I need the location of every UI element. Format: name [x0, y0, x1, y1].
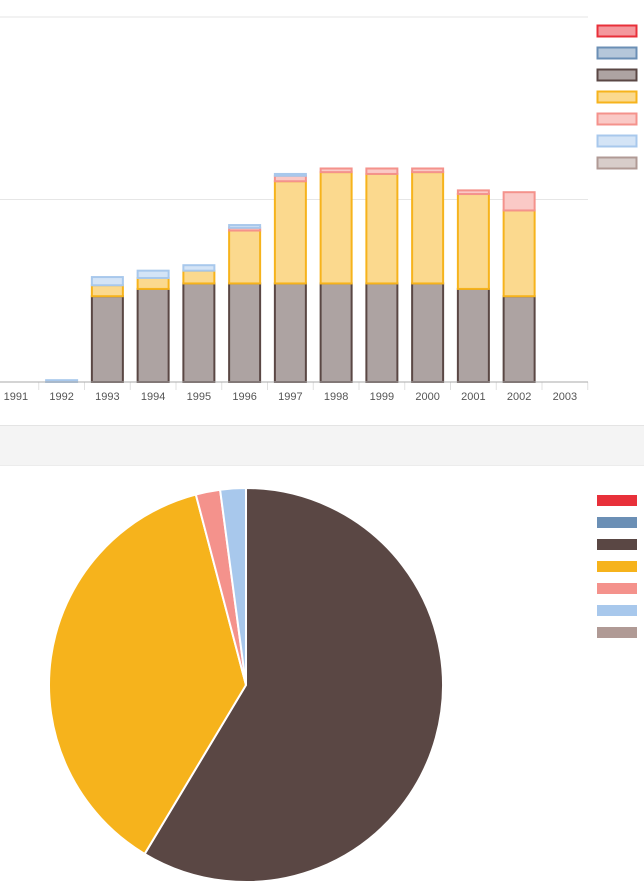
- legend-swatch[interactable]: [597, 517, 637, 528]
- legend-swatch[interactable]: [596, 134, 638, 148]
- x-tick-label: 2000: [415, 391, 439, 403]
- bar-segment[interactable]: [411, 167, 445, 174]
- x-tick-label: 1999: [370, 391, 394, 403]
- x-tick-label: 2001: [461, 391, 485, 403]
- bar-segment[interactable]: [319, 167, 353, 174]
- x-tick-label: 2002: [507, 391, 531, 403]
- bar-segment[interactable]: [90, 284, 124, 298]
- bar-segment[interactable]: [136, 276, 170, 290]
- bar-segment[interactable]: [365, 167, 399, 175]
- bar-segment[interactable]: [136, 269, 170, 279]
- x-tick-label: 1993: [95, 391, 119, 403]
- legend-swatch[interactable]: [596, 68, 638, 82]
- pie-slice[interactable]: [143, 486, 444, 883]
- legend-swatch[interactable]: [597, 583, 637, 594]
- x-tick-label: 1998: [324, 391, 348, 403]
- pie-slice[interactable]: [218, 486, 247, 686]
- bar-segment[interactable]: [182, 269, 216, 285]
- x-tick-label: 1992: [49, 391, 73, 403]
- legend-swatch[interactable]: [597, 561, 637, 572]
- bar-segment[interactable]: [411, 171, 445, 285]
- x-tick-label: 2003: [553, 391, 577, 403]
- section-divider: [0, 425, 644, 466]
- bar-segment[interactable]: [411, 282, 445, 384]
- bar-segment[interactable]: [90, 276, 124, 287]
- stacked-bar-chart: 1991 1992 1993 1994 1995 1996 1997 1998 1999 2000…: [0, 16, 638, 403]
- bar-segment[interactable]: [319, 171, 353, 285]
- bar-segment[interactable]: [182, 264, 216, 272]
- bar-segment[interactable]: [502, 209, 536, 298]
- bar-segment[interactable]: [456, 287, 490, 383]
- x-tick-label: 1994: [141, 391, 165, 403]
- legend-swatch[interactable]: [597, 495, 637, 506]
- legend-swatch[interactable]: [597, 627, 637, 638]
- bar-segment[interactable]: [273, 282, 307, 384]
- legend-swatch[interactable]: [597, 539, 637, 550]
- bar-segment[interactable]: [228, 282, 262, 384]
- x-tick-label: 1995: [187, 391, 211, 403]
- legend-swatch[interactable]: [596, 46, 638, 60]
- pie-slice[interactable]: [48, 493, 248, 856]
- bar-segment[interactable]: [273, 180, 307, 285]
- bar-segment[interactable]: [228, 229, 262, 285]
- bar-segment[interactable]: [365, 172, 399, 285]
- bar-segment[interactable]: [228, 224, 262, 229]
- x-tick-label: 1997: [278, 391, 302, 403]
- bar-segment[interactable]: [182, 282, 216, 384]
- x-tick-label: 1991: [4, 391, 28, 403]
- legend-swatch[interactable]: [597, 605, 637, 616]
- bar-segment[interactable]: [502, 191, 536, 212]
- bar-segment[interactable]: [365, 282, 399, 384]
- bar-segment[interactable]: [456, 189, 490, 196]
- x-tick-label: 1996: [232, 391, 256, 403]
- bar-segment[interactable]: [502, 295, 536, 384]
- bar-segment[interactable]: [136, 287, 170, 383]
- legend-swatch[interactable]: [596, 156, 638, 170]
- legend-swatch[interactable]: [596, 112, 638, 126]
- legend-swatch[interactable]: [596, 24, 638, 38]
- legend-swatch[interactable]: [596, 90, 638, 104]
- bar-segment[interactable]: [90, 295, 124, 384]
- bar-segment[interactable]: [319, 282, 353, 384]
- pie-chart: [48, 486, 637, 883]
- bar-segment[interactable]: [273, 172, 307, 177]
- bar-segment[interactable]: [456, 193, 490, 290]
